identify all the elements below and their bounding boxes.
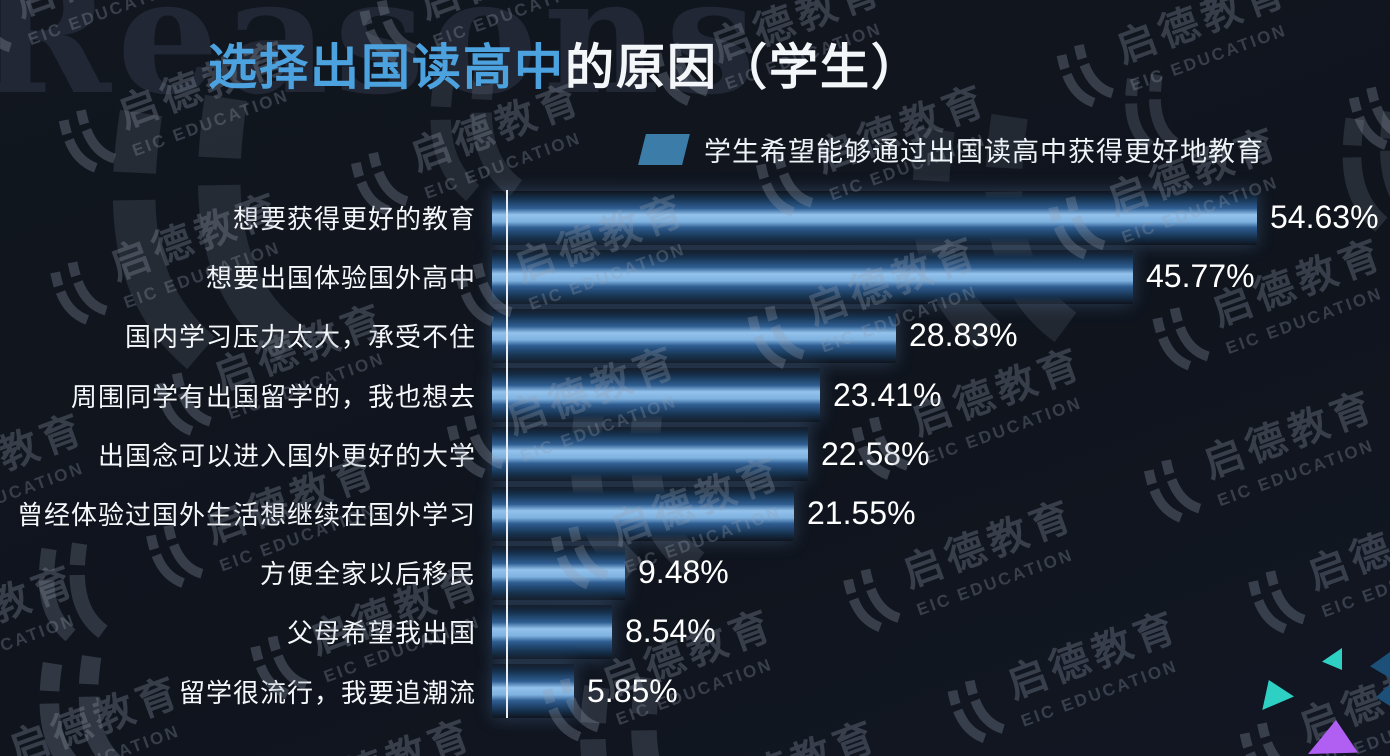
bar-row: 出国念可以进入国外更好的大学 22.58%	[0, 425, 1390, 484]
value-label: 54.63%	[1270, 199, 1379, 236]
watermark-cn-text: 启德教育	[1110, 0, 1295, 72]
bar-row: 想要出国体验国外高中 45.77%	[0, 247, 1390, 306]
bar-track: 21.55%	[492, 484, 1390, 543]
bar	[492, 604, 612, 659]
legend-label: 学生希望能够通过出国读高中获得更好地教育	[704, 137, 1264, 167]
bar-track: 23.41%	[492, 366, 1390, 425]
watermark-en-text: EIC EDUCATION	[1127, 20, 1290, 95]
bar-row: 方便全家以后移民 9.48%	[0, 543, 1390, 602]
eic-logo-watermark-icon	[1344, 0, 1390, 8]
value-label: 28.83%	[909, 317, 1018, 354]
bar-track: 54.63%	[492, 188, 1390, 247]
bar-track: 9.48%	[492, 543, 1390, 602]
triangle-decor-purple-icon	[1308, 720, 1358, 754]
bar	[492, 427, 808, 482]
value-label: 9.48%	[638, 554, 729, 591]
bar-track: 45.77%	[492, 247, 1390, 306]
bar	[492, 545, 625, 600]
value-label: 23.41%	[833, 376, 942, 413]
value-label: 22.58%	[821, 435, 930, 472]
legend-swatch-icon	[638, 134, 690, 165]
bar-track: 8.54%	[492, 602, 1390, 661]
category-label: 父母希望我出国	[286, 618, 476, 649]
category-label: 曾经体验过国外生活想继续在国外学习	[16, 500, 476, 531]
eic-logo-watermark-icon	[0, 737, 13, 756]
bar	[492, 368, 820, 423]
bar-row: 父母希望我出国 8.54%	[0, 602, 1390, 661]
bar-track: 22.58%	[492, 425, 1390, 484]
bar-row: 想要获得更好的教育 54.63%	[0, 188, 1390, 247]
value-label: 5.85%	[587, 672, 678, 709]
eic-logo-watermark-icon	[1043, 36, 1120, 118]
y-axis-line	[506, 190, 508, 718]
category-label: 出国念可以进入国外更好的大学	[97, 440, 476, 471]
bar-row: 周围同学有出国留学的，我也想去 23.41%	[0, 366, 1390, 425]
value-label: 8.54%	[625, 613, 716, 650]
bar	[492, 308, 896, 363]
bar	[492, 249, 1133, 304]
category-label: 方便全家以后移民	[259, 559, 476, 590]
chart-rows: 想要获得更好的教育 54.63% 想要出国体验国外高中 45.77% 国内学习压力太大，…	[0, 188, 1390, 721]
bar-track: 28.83%	[492, 306, 1390, 365]
bar-row: 国内学习压力太大，承受不住 28.83%	[0, 306, 1390, 365]
title-rest: 的原因（学生）	[565, 41, 923, 95]
page-title: 选择出国读高中的原因（学生）	[208, 28, 922, 99]
title-accent: 选择出国读高中	[208, 41, 566, 95]
reasons-watermark-text: Reasons	[0, 0, 762, 130]
bar-row: 留学很流行，我要追潮流 5.85%	[0, 662, 1390, 721]
watermark-en-text: EIC EDUCATION	[21, 716, 197, 756]
eic-logo-watermark-icon	[939, 0, 1016, 7]
category-label: 国内学习压力太大，承受不住	[124, 322, 476, 353]
category-label: 想要出国体验国外高中	[205, 263, 476, 294]
bar	[492, 664, 574, 719]
watermark-cn-text: 启德教育	[989, 746, 1178, 756]
bar-row: 曾经体验过国外生活想继续在国外学习 21.55%	[0, 484, 1390, 543]
category-label: 留学很流行，我要追潮流	[178, 677, 476, 708]
value-label: 45.77%	[1146, 258, 1255, 295]
eic-logo-watermark-icon	[1335, 78, 1390, 160]
category-label: 想要获得更好的教育	[232, 204, 476, 235]
bar-track: 5.85%	[492, 662, 1390, 721]
bar	[492, 486, 794, 541]
value-label: 21.55%	[807, 495, 916, 532]
category-label: 周围同学有出国留学的，我也想去	[70, 381, 476, 412]
bar	[492, 190, 1257, 245]
chart-legend: 学生希望能够通过出国读高中获得更好地教育	[638, 130, 1264, 169]
